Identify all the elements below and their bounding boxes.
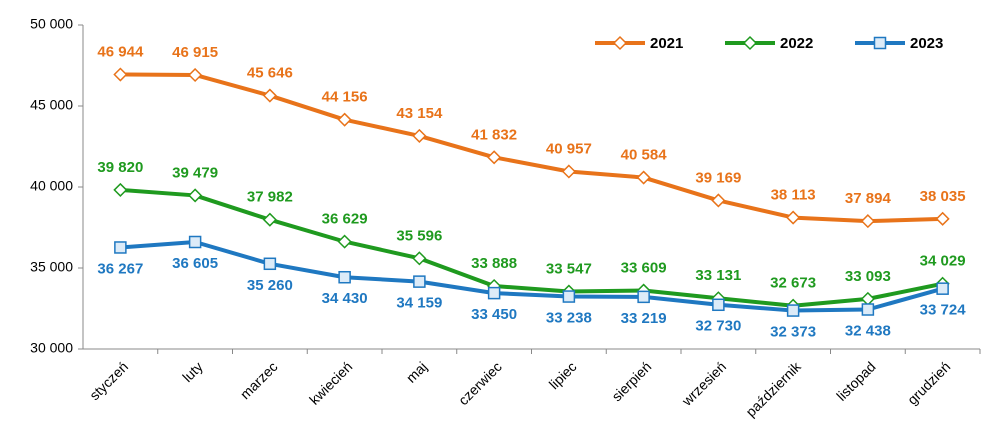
legend-label: 2022: [780, 35, 813, 52]
x-tick-label: październik: [742, 358, 804, 420]
x-tick-label: styczeń: [86, 358, 131, 403]
legend-marker: [612, 35, 628, 51]
data-label: 45 646: [247, 65, 293, 82]
data-point: [860, 291, 875, 306]
data-label: 41 832: [471, 126, 517, 143]
data-label: 34 159: [396, 295, 442, 312]
data-point: [636, 170, 651, 185]
data-label: 40 957: [546, 140, 592, 157]
data-label: 43 154: [396, 105, 443, 122]
data-point: [935, 211, 950, 226]
data-label: 37 894: [845, 190, 892, 207]
data-point: [263, 257, 277, 271]
data-label: 39 479: [172, 164, 218, 181]
data-point: [487, 286, 501, 300]
data-point: [113, 67, 128, 82]
legend-marker: [873, 36, 887, 50]
data-point: [413, 275, 426, 288]
data-label: 33 888: [471, 255, 517, 272]
data-point: [337, 234, 352, 249]
series-line: [120, 72, 943, 224]
data-label: 33 238: [546, 310, 592, 327]
data-point: [337, 112, 352, 127]
data-label: 38 035: [920, 188, 966, 205]
data-point: [712, 298, 725, 312]
legend-label: 2023: [910, 35, 943, 52]
data-label: 34 430: [322, 290, 368, 307]
x-tick-label: grudzień: [904, 358, 953, 407]
data-point: [711, 193, 726, 208]
data-point: [412, 251, 427, 266]
x-tick-label: czerwiec: [455, 358, 505, 408]
data-label: 39 820: [97, 159, 143, 176]
data-label: 33 450: [471, 306, 517, 323]
data-label: 32 373: [770, 324, 816, 341]
data-point: [487, 150, 502, 165]
data-point: [188, 235, 202, 249]
data-label: 34 029: [920, 253, 966, 270]
legend-marker: [742, 35, 758, 51]
series-line: [120, 239, 944, 313]
data-point: [786, 210, 801, 225]
data-label: 39 169: [695, 169, 741, 186]
data-point: [860, 214, 875, 229]
data-point: [113, 182, 128, 197]
data-label: 32 438: [845, 322, 891, 339]
data-label: 46 944: [97, 43, 144, 60]
data-label: 37 982: [247, 189, 293, 206]
x-tick-label: sierpień: [608, 358, 654, 404]
x-tick-label: listopad: [833, 358, 878, 403]
x-tick-label: marzec: [237, 358, 281, 402]
y-tick-label: 45 000: [30, 97, 73, 113]
data-label: 38 113: [771, 187, 816, 204]
y-tick-label: 35 000: [30, 259, 73, 275]
data-point: [861, 303, 875, 316]
series-line: [120, 187, 944, 308]
data-label: 32 730: [695, 318, 741, 335]
data-label: 33 219: [621, 310, 667, 327]
data-point: [637, 290, 650, 304]
x-tick-label: wrzesień: [678, 358, 729, 409]
x-tick-label: luty: [179, 358, 206, 385]
data-label: 36 629: [322, 211, 368, 228]
x-tick-label: lipiec: [546, 358, 580, 392]
y-tick-label: 30 000: [30, 340, 73, 356]
x-tick-label: kwiecień: [306, 358, 355, 407]
data-label: 36 267: [97, 260, 143, 277]
data-point: [188, 67, 203, 83]
data-label: 33 724: [920, 302, 967, 319]
data-label: 35 260: [247, 277, 293, 294]
data-label: 35 596: [396, 227, 442, 244]
data-point: [936, 282, 949, 295]
data-point: [338, 270, 351, 284]
y-tick-label: 50 000: [30, 16, 73, 32]
data-label: 46 915: [172, 44, 218, 61]
data-point: [262, 212, 277, 227]
data-point: [561, 164, 576, 179]
data-label: 33 609: [621, 260, 667, 277]
data-label: 40 584: [621, 147, 668, 164]
data-label: 44 156: [322, 89, 368, 106]
legend-label: 2021: [650, 35, 683, 52]
data-label: 32 673: [770, 275, 816, 292]
data-point: [188, 188, 203, 203]
data-point: [412, 128, 427, 143]
x-tick-label: maj: [403, 358, 430, 385]
y-tick-label: 40 000: [30, 178, 73, 194]
data-label: 36 605: [172, 255, 218, 272]
data-point: [786, 304, 800, 317]
data-label: 33 093: [845, 268, 891, 285]
data-point: [114, 241, 127, 254]
data-label: 33 131: [695, 267, 741, 284]
data-point: [562, 290, 576, 303]
data-label: 33 547: [546, 261, 592, 278]
data-point: [262, 88, 277, 103]
